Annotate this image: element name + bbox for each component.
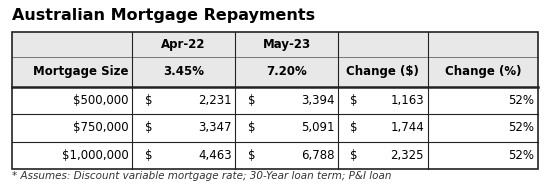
Text: 52%: 52% — [509, 149, 535, 162]
Text: $: $ — [145, 149, 153, 162]
Text: 3,394: 3,394 — [301, 94, 334, 107]
Text: May-23: May-23 — [262, 38, 311, 51]
Text: 52%: 52% — [509, 94, 535, 107]
Text: 2,231: 2,231 — [198, 94, 232, 107]
Text: 3,347: 3,347 — [198, 121, 232, 134]
Text: * Assumes: Discount variable mortgage rate; 30-Year loan term; P&I loan: * Assumes: Discount variable mortgage ra… — [12, 171, 392, 181]
Text: $500,000: $500,000 — [73, 94, 129, 107]
Text: 6,788: 6,788 — [301, 149, 334, 162]
Text: $: $ — [145, 94, 153, 107]
Text: $: $ — [249, 94, 256, 107]
Text: Apr-22: Apr-22 — [161, 38, 206, 51]
Text: 1,163: 1,163 — [390, 94, 424, 107]
Bar — [12, 32, 538, 87]
Text: 2,325: 2,325 — [390, 149, 424, 162]
Text: Change ($): Change ($) — [346, 65, 419, 78]
Text: 3.45%: 3.45% — [163, 65, 204, 78]
Text: 52%: 52% — [509, 121, 535, 134]
Text: $: $ — [350, 94, 358, 107]
Text: $1,000,000: $1,000,000 — [62, 149, 129, 162]
Text: $: $ — [350, 149, 358, 162]
Text: $: $ — [350, 121, 358, 134]
Text: $: $ — [249, 121, 256, 134]
Text: Mortgage Size: Mortgage Size — [33, 65, 129, 78]
Text: 7.20%: 7.20% — [266, 65, 307, 78]
Text: Australian Mortgage Repayments: Australian Mortgage Repayments — [12, 8, 315, 23]
Text: 1,744: 1,744 — [390, 121, 424, 134]
Text: 4,463: 4,463 — [198, 149, 232, 162]
Text: $: $ — [249, 149, 256, 162]
Text: $: $ — [145, 121, 153, 134]
Bar — [12, 32, 538, 169]
Text: Change (%): Change (%) — [444, 65, 521, 78]
Text: $750,000: $750,000 — [73, 121, 129, 134]
Text: 5,091: 5,091 — [301, 121, 334, 134]
